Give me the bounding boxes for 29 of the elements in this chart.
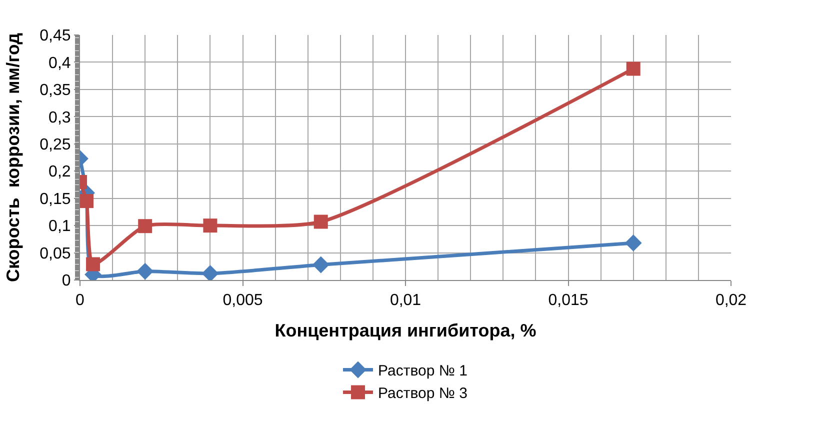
- point: [136, 262, 154, 280]
- x-tick-label: 0: [76, 292, 85, 310]
- y-tick-label: 0,2: [48, 164, 71, 181]
- x-tick-label: 0,01: [390, 292, 422, 310]
- y-tick-label: 0: [62, 272, 71, 290]
- y-tick-label: 0,45: [40, 28, 71, 45]
- y-tick-label: 0,25: [40, 136, 71, 154]
- point: [314, 214, 328, 229]
- point: [626, 62, 640, 76]
- legend-label: Раствор № 1: [378, 362, 468, 380]
- x-tick-label: 0,02: [715, 292, 747, 310]
- x-tick-label: 0,015: [548, 292, 588, 310]
- y-tick-label: 0,35: [40, 82, 71, 100]
- y-axis-title: Скорость коррозии, мм/год: [2, 32, 23, 282]
- y-tick-label: 0,4: [48, 54, 71, 72]
- point: [202, 265, 219, 280]
- y-tick-label: 0,3: [48, 109, 71, 126]
- y-tick-label: 0,15: [40, 190, 71, 208]
- y-tick-label: 0,05: [40, 245, 71, 262]
- point: [624, 234, 642, 252]
- x-axis-title: Концентрация ингибитора, %: [274, 320, 536, 340]
- point: [80, 194, 94, 208]
- y-tick-label: 0,1: [48, 218, 71, 236]
- point: [203, 218, 218, 233]
- point: [312, 256, 330, 274]
- legend-label: Раствор № 3: [378, 385, 468, 402]
- point: [86, 257, 100, 272]
- point: [138, 219, 152, 234]
- x-tick-label: 0,005: [222, 292, 263, 310]
